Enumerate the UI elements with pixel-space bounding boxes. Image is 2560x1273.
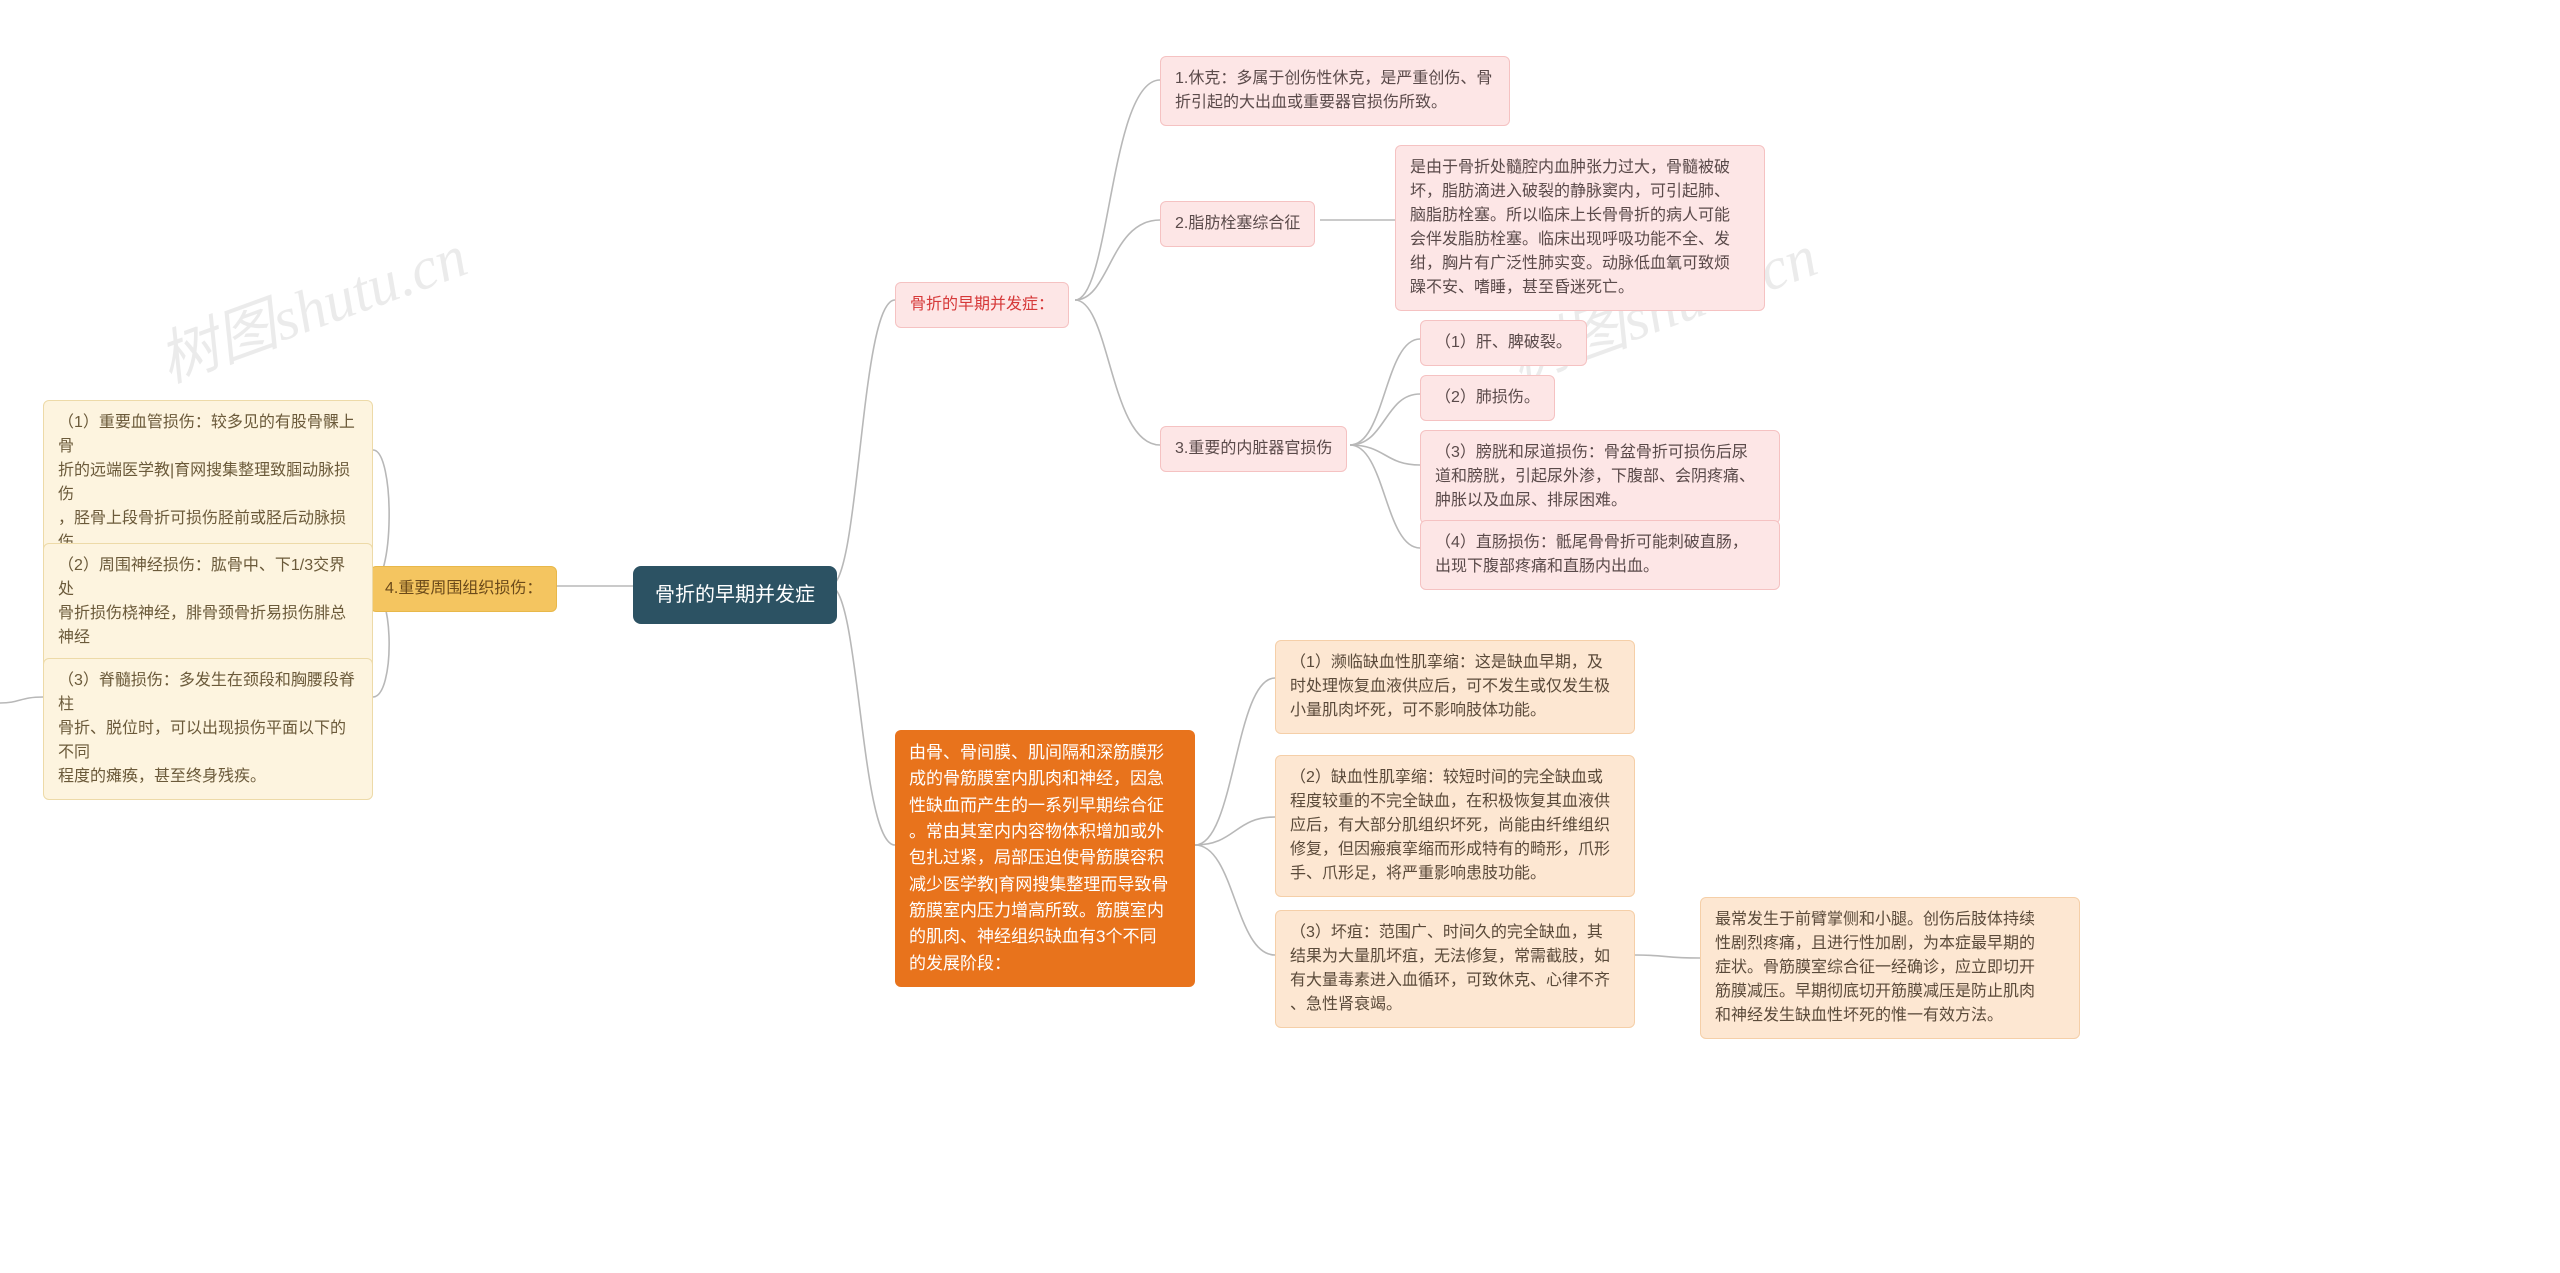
node-organ-liver-spleen[interactable]: （1）肝、脾破裂。	[1420, 320, 1587, 366]
node-organ-rectum[interactable]: （4）直肠损伤：骶尾骨骨折可能刺破直肠， 出现下腹部疼痛和直肠内出血。	[1420, 520, 1780, 590]
node-necrosis-detail[interactable]: 最常发生于前臂掌侧和小腿。创伤后肢体持续 性剧烈疼痛，且进行性加剧，为本症最早期…	[1700, 897, 2080, 1039]
node-organ-lung[interactable]: （2）肺损伤。	[1420, 375, 1555, 421]
watermark-1: 树图shutu.cn	[145, 208, 477, 400]
node-fat-embolism-detail[interactable]: 是由于骨折处髓腔内血肿张力过大，骨髓被破 坏，脂肪滴进入破裂的静脉窦内，可引起肺…	[1395, 145, 1765, 311]
node-impending-contracture[interactable]: （1）濒临缺血性肌挛缩：这是缺血早期，及 时处理恢复血液供应后，可不发生或仅发生…	[1275, 640, 1635, 734]
root-node[interactable]: 骨折的早期并发症	[633, 566, 837, 624]
node-ischemic-contracture[interactable]: （2）缺血性肌挛缩：较短时间的完全缺血或 程度较重的不完全缺血，在积极恢复其血液…	[1275, 755, 1635, 897]
branch-compartment-syndrome-desc[interactable]: 由骨、骨间膜、肌间隔和深筋膜形 成的骨筋膜室内肌肉和神经，因急 性缺血而产生的一…	[895, 730, 1195, 987]
branch-tissue-injury[interactable]: 4.重要周围组织损伤：	[370, 566, 557, 612]
node-organ-injury[interactable]: 3.重要的内脏器官损伤	[1160, 426, 1347, 472]
node-compartment-syndrome-label[interactable]: 5.骨筋膜室综合征	[0, 685, 11, 728]
node-necrosis[interactable]: （3）坏疽：范围广、时间久的完全缺血，其 结果为大量肌坏疽，无法修复，常需截肢，…	[1275, 910, 1635, 1028]
node-spinal-injury[interactable]: （3）脊髓损伤：多发生在颈段和胸腰段脊柱 骨折、脱位时，可以出现损伤平面以下的不…	[43, 658, 373, 800]
node-organ-bladder[interactable]: （3）膀胱和尿道损伤：骨盆骨折可损伤后尿 道和膀胱，引起尿外渗，下腹部、会阴疼痛…	[1420, 430, 1780, 524]
connector-lines	[0, 0, 2560, 1273]
branch-early-complications[interactable]: 骨折的早期并发症：	[895, 282, 1069, 328]
node-shock[interactable]: 1.休克：多属于创伤性休克，是严重创伤、骨 折引起的大出血或重要器官损伤所致。	[1160, 56, 1510, 126]
node-fat-embolism[interactable]: 2.脂肪栓塞综合征	[1160, 201, 1315, 247]
